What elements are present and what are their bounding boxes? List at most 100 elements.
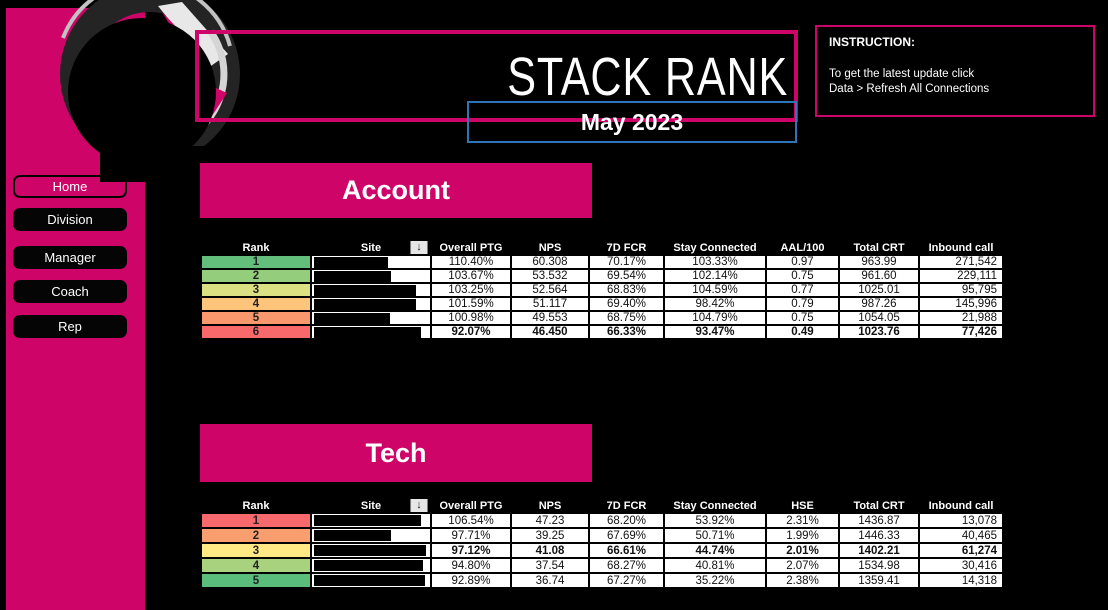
metric-cell: 2.07% — [765, 557, 840, 574]
site-sort-filter-button[interactable]: ↓ — [410, 500, 428, 511]
table-row: 4 101.59% 51.117 69.40% 98.42% 0.79 987.26 145,… — [200, 296, 1004, 312]
metric-cell: 35.22% — [663, 572, 767, 589]
redacted-site-name — [314, 299, 416, 309]
redacted-site-name — [314, 313, 390, 323]
metric-cell: 36.74 — [510, 572, 590, 589]
report-month-box: May 2023 — [467, 101, 797, 143]
metric-cell: 2.01% — [765, 542, 840, 559]
rank-cell: 6 — [200, 324, 312, 340]
metric-cell: 1.99% — [765, 527, 840, 544]
instruction-line: Data > Refresh All Connections — [829, 83, 990, 95]
metric-cell: 103.67% — [430, 268, 512, 284]
rank-cell: 4 — [200, 557, 312, 574]
redacted-site-name — [314, 545, 426, 556]
site-cell — [310, 296, 432, 312]
site-cell — [310, 542, 432, 559]
rank-cell: 3 — [200, 282, 312, 298]
site-cell — [310, 527, 432, 544]
metric-cell: 92.89% — [430, 572, 512, 589]
redacted-site-name — [314, 575, 425, 586]
tech-section-banner: Tech — [200, 424, 592, 482]
metric-cell: 102.14% — [663, 268, 767, 284]
site-cell — [310, 572, 432, 589]
tech-section-title: Tech — [365, 437, 427, 468]
metric-cell: 1025.01 — [838, 282, 920, 298]
redacted-site-name — [314, 530, 391, 541]
metric-cell: 30,416 — [918, 557, 1004, 574]
table-row: 3 97.12% 41.08 66.61% 44.74% 2.01% 1402.21 61,2… — [200, 542, 1004, 559]
metric-cell: 0.75 — [765, 268, 840, 284]
page-title: STACK RANK — [507, 47, 788, 107]
redacted-site-name — [314, 257, 388, 267]
metric-cell: 53.532 — [510, 268, 590, 284]
col-header-overall-ptg: Overall PTG — [430, 497, 512, 514]
metric-cell: 14,318 — [918, 572, 1004, 589]
metric-cell: 961.60 — [838, 268, 920, 284]
site-cell — [310, 268, 432, 284]
metric-cell: 77,426 — [918, 324, 1004, 340]
report-month: May 2023 — [580, 108, 684, 135]
header-row: Rank Site ↓ Overall PTG NPS 7D FCR Stay Connec… — [200, 497, 1004, 514]
metric-cell: 44.74% — [663, 542, 767, 559]
sidebar-item-division[interactable]: Division — [13, 208, 127, 231]
table-row: 3 103.25% 52.564 68.83% 104.59% 0.77 1025.01 95… — [200, 282, 1004, 298]
metric-cell: 229,111 — [918, 268, 1004, 284]
redacted-site-name — [314, 327, 421, 337]
col-header-rank: Rank — [200, 497, 312, 514]
metric-cell: 106.54% — [430, 512, 512, 529]
metric-cell: 68.75% — [588, 310, 665, 326]
sidebar-item-manager[interactable]: Manager — [13, 246, 127, 269]
metric-cell: 1534.98 — [838, 557, 920, 574]
metric-cell: 271,542 — [918, 254, 1004, 270]
metric-cell: 103.33% — [663, 254, 767, 270]
table-row: 5 92.89% 36.74 67.27% 35.22% 2.38% 1359.41 14,3… — [200, 572, 1004, 589]
site-cell — [310, 512, 432, 529]
sidebar-item-coach[interactable]: Coach — [13, 280, 127, 303]
site-cell — [310, 254, 432, 270]
rank-cell: 3 — [200, 542, 312, 559]
rank-cell: 1 — [200, 254, 312, 270]
metric-cell: 2.31% — [765, 512, 840, 529]
col-header-inbound-call: Inbound call — [918, 497, 1004, 514]
metric-cell: 0.79 — [765, 296, 840, 312]
table-row: 4 94.80% 37.54 68.27% 40.81% 2.07% 1534.98 30,4… — [200, 557, 1004, 574]
rank-cell: 2 — [200, 268, 312, 284]
instruction-box: INSTRUCTION: To get the latest update cl… — [815, 25, 1095, 117]
metric-cell: 68.83% — [588, 282, 665, 298]
metric-cell: 49.553 — [510, 310, 590, 326]
instruction-heading: INSTRUCTION: — [829, 35, 915, 49]
table-row: 5 100.98% 49.553 68.75% 104.79% 0.75 1054.05 21… — [200, 310, 1004, 326]
col-header-hse: HSE — [765, 497, 840, 514]
metric-cell: 1436.87 — [838, 512, 920, 529]
col-header-overall-ptg: Overall PTG — [430, 239, 512, 256]
col-header-site-label: Site — [360, 499, 382, 512]
col-header-nps: NPS — [510, 239, 590, 256]
metric-cell: 0.97 — [765, 254, 840, 270]
metric-cell: 47.23 — [510, 512, 590, 529]
metric-cell: 963.99 — [838, 254, 920, 270]
metric-cell: 97.12% — [430, 542, 512, 559]
metric-cell: 52.564 — [510, 282, 590, 298]
metric-cell: 103.25% — [430, 282, 512, 298]
metric-cell: 1359.41 — [838, 572, 920, 589]
sidebar-item-rep[interactable]: Rep — [13, 315, 127, 338]
table-row: 1 110.40% 60.308 70.17% 103.33% 0.97 963.99 271… — [200, 254, 1004, 270]
metric-cell: 98.42% — [663, 296, 767, 312]
site-cell — [310, 282, 432, 298]
col-header-site-label: Site — [360, 241, 382, 254]
site-sort-filter-button[interactable]: ↓ — [410, 242, 428, 253]
metric-cell: 68.20% — [588, 512, 665, 529]
metric-cell: 1446.33 — [838, 527, 920, 544]
col-header-rank: Rank — [200, 239, 312, 256]
metric-cell: 95,795 — [918, 282, 1004, 298]
site-cell — [310, 324, 432, 340]
metric-cell: 39.25 — [510, 527, 590, 544]
sidebar-item-home[interactable]: Home — [13, 175, 127, 198]
rank-cell: 4 — [200, 296, 312, 312]
metric-cell: 0.49 — [765, 324, 840, 340]
table-row: 1 106.54% 47.23 68.20% 53.92% 2.31% 1436.87 13,… — [200, 512, 1004, 529]
metric-cell: 69.40% — [588, 296, 665, 312]
site-cell — [310, 310, 432, 326]
metric-cell: 66.33% — [588, 324, 665, 340]
